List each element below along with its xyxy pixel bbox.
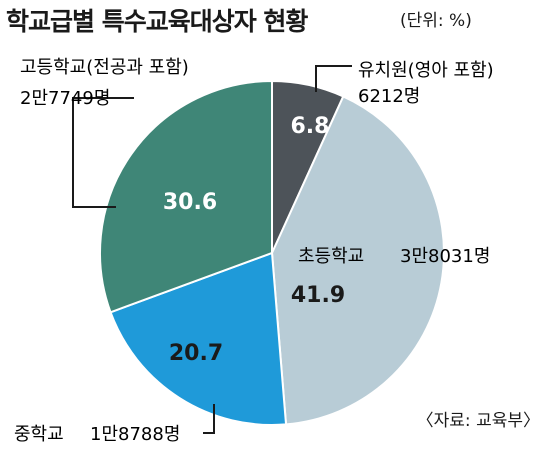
- source-note: 〈자료: 교육부〉: [416, 411, 540, 431]
- unit-label: (단위: %): [400, 11, 472, 31]
- slice-middle: [109, 251, 288, 426]
- leader-middle: [203, 404, 215, 434]
- value-elementary: 41.9: [291, 283, 345, 308]
- label-kindergarten-count: 6212명: [358, 86, 420, 107]
- chart-title: 학교급별 특수교육대상자 현황: [6, 7, 308, 36]
- leader-high: [72, 97, 134, 208]
- label-middle-count: 1만8788명: [90, 424, 180, 445]
- slice-high: [99, 79, 273, 314]
- label-middle-name: 중학교: [14, 424, 64, 445]
- leader-kindergarten: [315, 65, 352, 92]
- label-high-count: 2만7749명: [20, 88, 110, 109]
- value-middle: 20.7: [169, 341, 223, 366]
- value-kindergarten: 6.8: [291, 114, 330, 139]
- slice-elementary: [270, 95, 445, 426]
- label-high-name: 고등학교(전공과 포함): [20, 57, 189, 78]
- label-elementary-count: 3만8031명: [400, 246, 490, 267]
- label-elementary-name: 초등학교: [298, 246, 364, 267]
- value-high: 30.6: [163, 190, 217, 215]
- label-kindergarten-name: 유치원(영아 포함): [358, 60, 494, 81]
